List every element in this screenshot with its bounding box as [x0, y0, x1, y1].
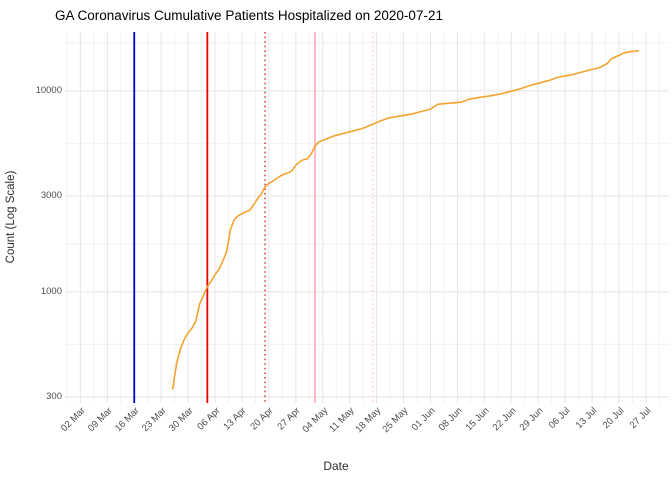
- x-axis-title: Date: [323, 459, 349, 473]
- series-line-cumulative-hospitalized: [171, 49, 640, 390]
- y-tick-label: 3000: [40, 190, 62, 202]
- chart-title: GA Coronavirus Cumulative Patients Hospi…: [55, 8, 443, 23]
- y-tick-label: 10000: [35, 85, 62, 97]
- y-tick-label: 1000: [40, 286, 62, 298]
- y-axis-title: Count (Log Scale): [5, 170, 17, 264]
- y-tick-label: 300: [46, 391, 62, 403]
